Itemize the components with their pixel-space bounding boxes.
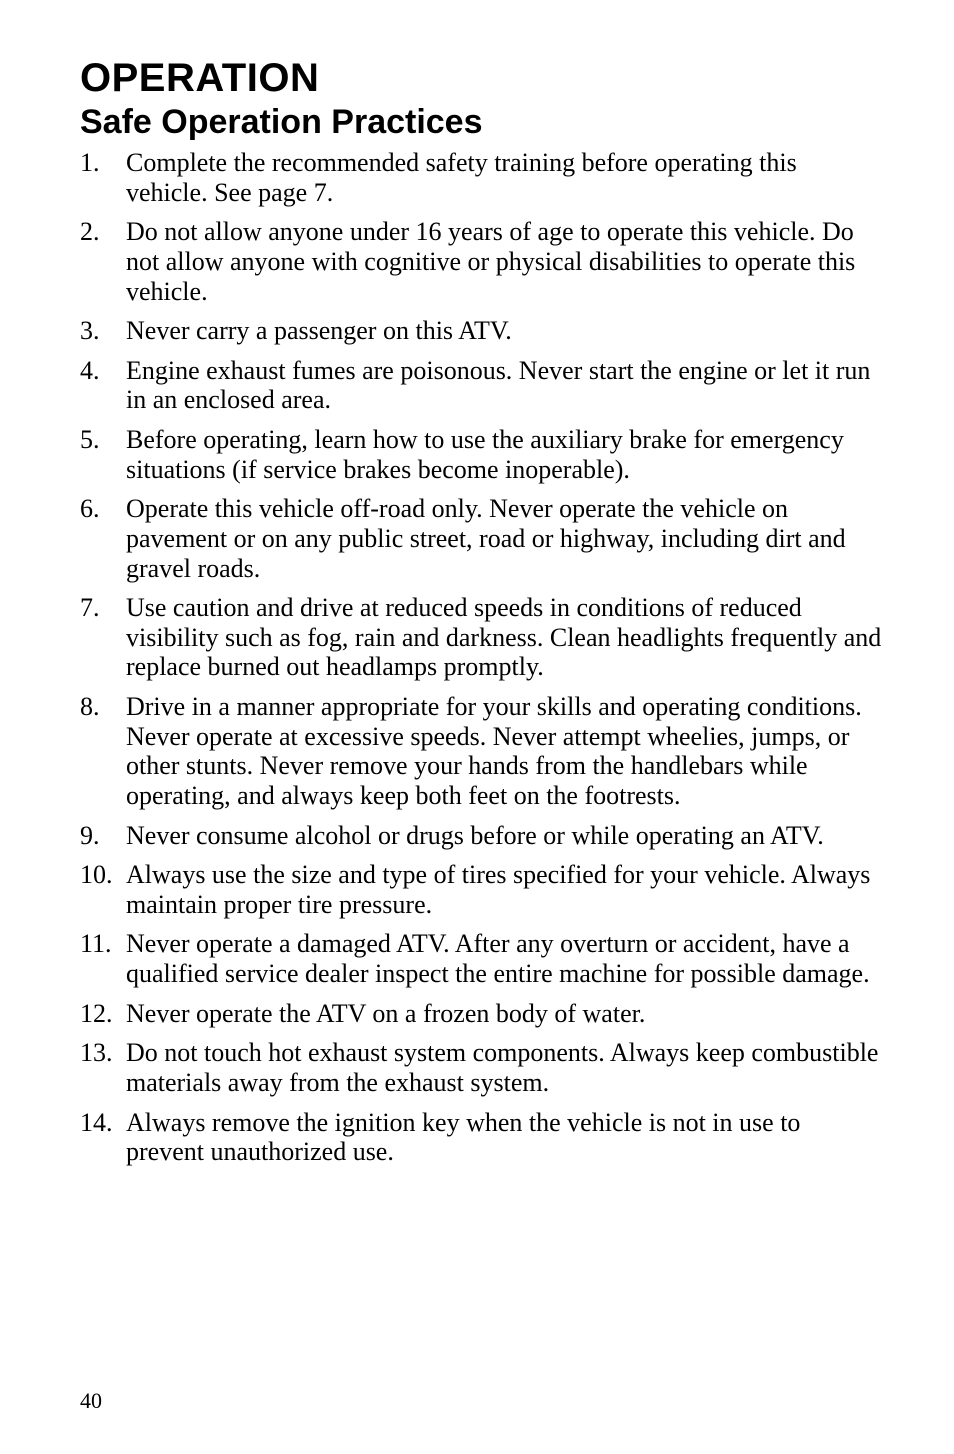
- list-item: Operate this vehicle off-road only. Neve…: [80, 494, 884, 583]
- practices-list: Complete the recommended safety training…: [80, 148, 884, 1167]
- list-item: Do not touch hot exhaust system componen…: [80, 1038, 884, 1097]
- list-item: Engine exhaust fumes are poisonous. Neve…: [80, 356, 884, 415]
- list-item: Complete the recommended safety training…: [80, 148, 884, 207]
- list-item: Always remove the ignition key when the …: [80, 1108, 884, 1167]
- page-number: 40: [80, 1388, 102, 1414]
- heading-operation: OPERATION: [80, 56, 884, 101]
- list-item: Before operating, learn how to use the a…: [80, 425, 884, 484]
- heading-safe-operation-practices: Safe Operation Practices: [80, 103, 884, 142]
- list-item: Do not allow anyone under 16 years of ag…: [80, 217, 884, 306]
- list-item: Never operate the ATV on a frozen body o…: [80, 999, 884, 1029]
- list-item: Always use the size and type of tires sp…: [80, 860, 884, 919]
- list-item: Drive in a manner appropriate for your s…: [80, 692, 884, 811]
- list-item: Never consume alcohol or drugs before or…: [80, 821, 884, 851]
- list-item: Never operate a damaged ATV. After any o…: [80, 929, 884, 988]
- list-item: Never carry a passenger on this ATV.: [80, 316, 884, 346]
- list-item: Use caution and drive at reduced speeds …: [80, 593, 884, 682]
- page: OPERATION Safe Operation Practices Compl…: [0, 0, 954, 1454]
